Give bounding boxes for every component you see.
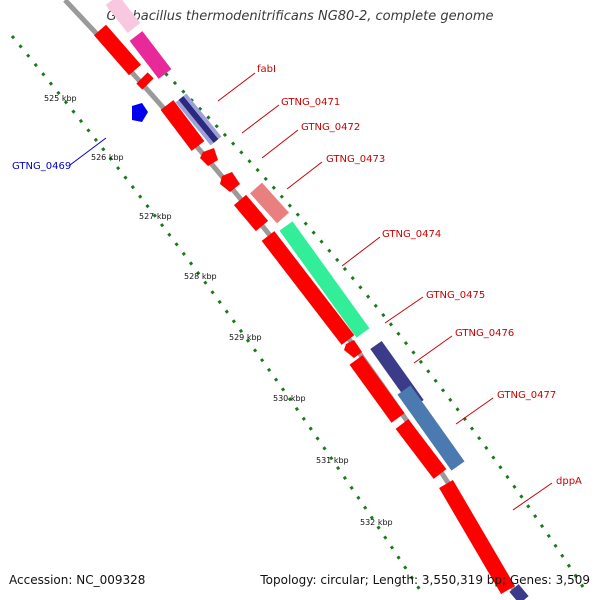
cds-features	[93, 24, 515, 595]
gene-label-group: fabI GTNG_0471 GTNG_0472 GTNG_0473 GTNG_…	[12, 64, 582, 487]
cds-8	[344, 340, 362, 358]
cds-3	[160, 100, 205, 151]
cds-6	[233, 194, 269, 232]
tick-label: 529 kbp	[229, 333, 262, 342]
tick-label: 531 kbp	[316, 456, 349, 465]
cds-1	[93, 24, 142, 76]
tick-label: 527 kbp	[139, 212, 172, 221]
cds-7	[261, 231, 355, 345]
tick-label: 530 kbp	[273, 394, 306, 403]
genome-summary: Topology: circular; Length: 3,550,319 bp…	[260, 573, 590, 587]
gene-label-0474: GTNG_0474	[382, 229, 441, 240]
gene-label-0473: GTNG_0473	[326, 154, 385, 165]
gene-bar-bottom	[509, 584, 529, 600]
gene-label-0469: GTNG_0469	[12, 161, 71, 172]
tick-label: 528 kbp	[184, 272, 217, 281]
gene-bar-top-pink	[105, 0, 141, 33]
gene-label-fabI: fabI	[257, 64, 276, 75]
gene-label-dppA: dppA	[556, 476, 582, 487]
gene-label-0477: GTNG_0477	[497, 390, 556, 401]
tick-label-group: 525 kbp 526 kbp 527 kbp 528 kbp 529 kbp …	[44, 94, 393, 527]
gene-bar-0473	[250, 182, 289, 224]
accession-label: Accession: NC_009328	[9, 573, 146, 587]
gene-bar-0474	[279, 221, 370, 338]
gene-bar-0477	[397, 385, 465, 471]
gene-bar-magenta	[129, 31, 172, 79]
gene-features	[105, 0, 465, 471]
map-title: Geobacillus thermodenitrificans NG80-2, …	[106, 9, 494, 24]
tick-label: 532 kbp	[360, 518, 393, 527]
gene-label-0472: GTNG_0472	[301, 122, 360, 133]
cds-4	[200, 148, 218, 166]
tick-label: 525 kbp	[44, 94, 77, 103]
gene-label-0476: GTNG_0476	[455, 328, 514, 339]
cds-10	[395, 419, 447, 479]
tick-label: 526 kbp	[91, 153, 124, 162]
inner-dotted-ring	[10, 35, 422, 591]
cds-2	[136, 72, 154, 90]
gene-label-0475: GTNG_0475	[426, 290, 485, 301]
cds-9	[349, 355, 405, 423]
cds-11	[439, 479, 515, 595]
label-leaders	[69, 72, 553, 511]
minus-strand-gene-0469	[132, 103, 148, 122]
gene-bar-fabI-dark	[178, 96, 219, 143]
cds-5	[220, 172, 240, 192]
gene-label-0471: GTNG_0471	[281, 97, 340, 108]
